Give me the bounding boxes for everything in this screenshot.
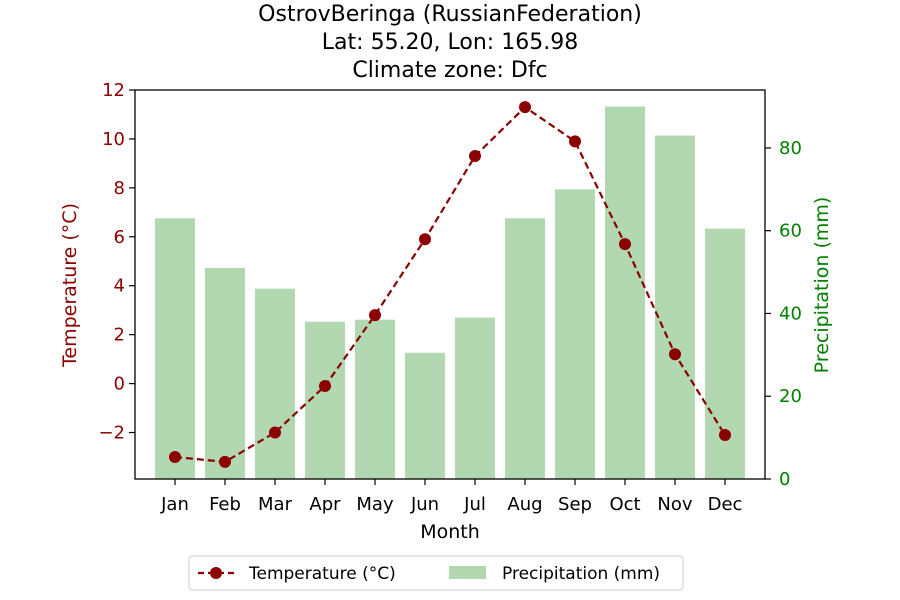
left-tick-label: 6	[114, 227, 125, 248]
x-tick-label: Nov	[657, 494, 692, 515]
legend-temperature-marker	[210, 567, 222, 579]
chart-title-line-1: OstrovBeringa (RussianFederation)	[258, 2, 642, 27]
x-axis-ticks: Jan Feb Mar Apr May Jun Jul Aug Sep Oct Nov Dec	[160, 479, 742, 515]
precipitation-bar-dec	[705, 228, 745, 479]
precipitation-bar-may	[355, 319, 395, 479]
right-tick-label: 20	[779, 386, 802, 407]
temperature-point-dec	[719, 428, 731, 441]
chart-title-line-3: Climate zone: Dfc	[352, 58, 547, 83]
x-tick-label: Feb	[209, 494, 241, 515]
precipitation-bar-feb	[205, 267, 245, 479]
left-tick-label: 4	[114, 276, 125, 297]
precipitation-bar-jan	[155, 218, 195, 479]
precipitation-bar-apr	[305, 321, 345, 479]
left-tick-label: 10	[102, 129, 125, 150]
temperature-point-apr	[319, 380, 331, 393]
temperature-point-nov	[669, 348, 681, 361]
legend-precipitation-swatch	[449, 566, 486, 579]
temperature-point-may	[369, 309, 381, 322]
left-tick-label: 12	[102, 80, 125, 101]
right-tick-label: 0	[779, 469, 790, 490]
left-tick-label: 0	[114, 374, 125, 395]
precipitation-bar-aug	[505, 218, 545, 479]
temperature-point-feb	[219, 455, 231, 468]
left-tick-label: 2	[114, 325, 125, 346]
right-axis-ticks: 0 20 40 60 80	[765, 138, 802, 490]
x-tick-label: Jun	[410, 494, 439, 515]
x-tick-label: Sep	[558, 494, 592, 515]
precipitation-bar-nov	[655, 135, 695, 479]
temperature-point-jul	[469, 150, 481, 163]
left-axis-ticks: −2 0 2 4 6 8 10 12	[98, 80, 135, 444]
right-tick-label: 60	[779, 221, 802, 242]
temperature-point-jun	[419, 233, 431, 246]
temperature-point-mar	[269, 426, 281, 439]
x-tick-label: Oct	[609, 494, 640, 515]
precipitation-bar-mar	[255, 288, 295, 479]
x-tick-label: Jul	[463, 494, 486, 515]
plot-frame	[134, 89, 766, 480]
temperature-point-jan	[169, 450, 181, 463]
temperature-line	[169, 101, 731, 468]
legend-frame	[188, 555, 684, 591]
right-tick-label: 80	[779, 138, 802, 159]
x-tick-label: May	[356, 494, 394, 515]
right-tick-label: 40	[779, 303, 802, 324]
temperature-point-oct	[619, 238, 631, 251]
left-axis-label: Temperature (°C)	[59, 203, 81, 368]
left-tick-label: 8	[114, 178, 125, 199]
x-tick-label: Aug	[507, 494, 542, 515]
x-tick-label: Jan	[160, 494, 189, 515]
x-tick-label: Dec	[708, 494, 743, 515]
x-tick-label: Apr	[309, 494, 341, 515]
precipitation-bar-oct	[605, 106, 645, 479]
left-tick-label: −2	[98, 423, 125, 444]
legend-temperature-label: Temperature (°C)	[248, 564, 396, 584]
temperature-point-aug	[519, 101, 531, 114]
temperature-point-sep	[569, 135, 581, 148]
legend: Temperature (°C) Precipitation (mm)	[188, 555, 684, 591]
temperature-series-line	[174, 105, 726, 464]
right-axis-label: Precipitation (mm)	[811, 197, 833, 374]
precipitation-bar-jul	[455, 317, 495, 479]
x-tick-label: Mar	[258, 494, 293, 515]
x-axis-label: Month	[420, 521, 480, 543]
precipitation-bar-jun	[405, 352, 445, 479]
precipitation-bars	[155, 106, 745, 479]
precipitation-bar-sep	[555, 189, 595, 479]
legend-precipitation-label: Precipitation (mm)	[502, 564, 660, 584]
chart-title-line-2: Lat: 55.20, Lon: 165.98	[322, 30, 578, 55]
